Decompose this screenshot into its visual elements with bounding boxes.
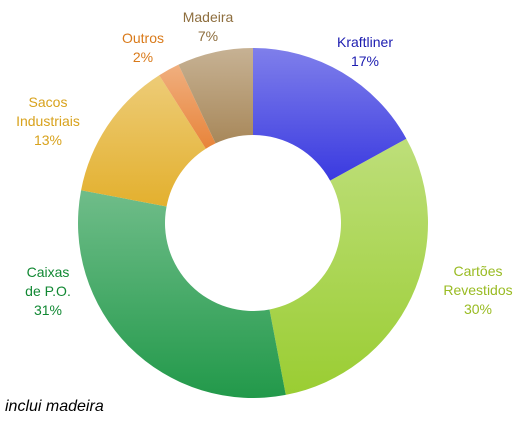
value-label: 13% [33,132,63,148]
value-label: 17% [350,53,380,69]
slice-label: Outros 2% [122,29,164,67]
category-label: Kraftliner [336,34,394,50]
value-label: 7% [197,28,219,44]
slice-label: Cartões Revestidos 30% [443,262,512,319]
value-label: 2% [132,49,154,65]
slice-label: Sacos Industriais 13% [16,93,80,150]
donut-slice [81,75,206,207]
category-label: Caixas de P.O. [25,264,71,299]
value-label: 31% [33,302,63,318]
value-label: 30% [463,301,493,317]
category-label: Sacos Industriais [16,94,80,129]
category-label: Cartões Revestidos [443,263,513,298]
slice-label: Caixas de P.O. 31% [25,263,71,320]
donut-slice [269,138,428,395]
category-label: Outros [121,30,165,46]
slice-label: Madeira 7% [183,8,234,46]
note: inclui madeira [5,398,104,415]
category-label: Madeira [182,9,234,25]
slice-label: Kraftliner 17% [337,33,393,71]
donut-slice [178,48,253,144]
donut-slice [253,48,407,181]
donut-slice [159,64,216,149]
donut-slice [78,190,286,399]
